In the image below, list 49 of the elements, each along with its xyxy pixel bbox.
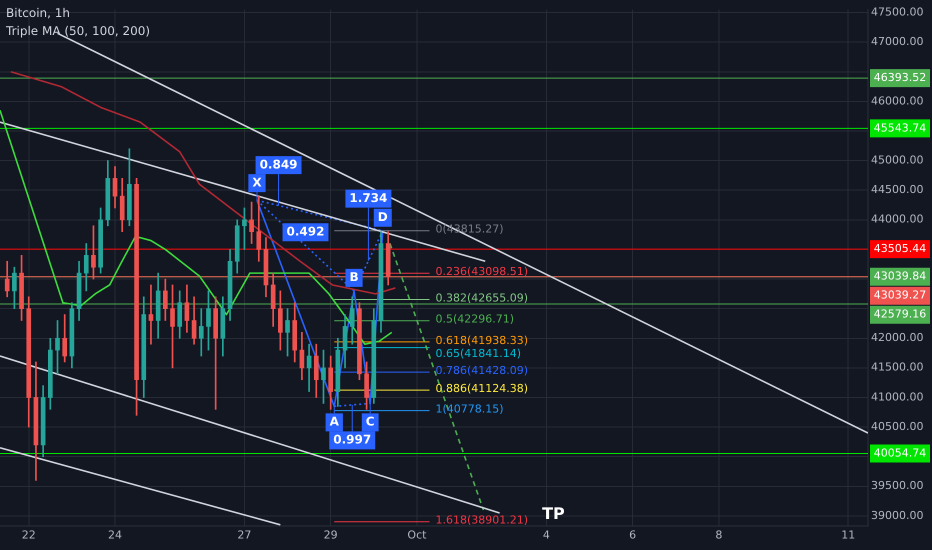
annotation: A [330, 414, 340, 428]
annotation: 0.997 [333, 432, 372, 446]
y-tick-label: 44500.00 [871, 183, 924, 196]
x-tick-label: 11 [841, 528, 856, 542]
chart-title: Bitcoin, 1h [6, 6, 70, 20]
y-tick-label: 40500.00 [871, 420, 924, 433]
series-label: 1(40778.15) [436, 402, 504, 416]
annotation: D [378, 210, 388, 224]
y-tick-label: 39500.00 [871, 479, 924, 492]
annotation: 0.492 [286, 224, 324, 238]
x-tick-label: 27 [237, 528, 252, 542]
series-label: 0.618(41938.33) [436, 334, 528, 347]
text: Triple MA (50, 100, 200) [5, 24, 150, 38]
series-label: 0.786(41428.09) [436, 364, 528, 377]
series-label: 0.65(41841.14) [436, 346, 522, 360]
ref-line-label: 46393.52 [874, 70, 926, 84]
annotation: C [366, 414, 375, 428]
annotation: 0.849 [260, 157, 298, 172]
y-tick-label: 42000.00 [871, 331, 924, 344]
annotation: X [252, 175, 262, 190]
annotation: TP [542, 504, 565, 523]
x-tick-label: 22 [22, 528, 36, 542]
y-tick-label: 47500.00 [871, 5, 924, 18]
series-label: 0.5(42296.71) [436, 312, 514, 326]
x-tick-label: 4 [542, 528, 550, 542]
annotation: 1.734 [349, 190, 388, 205]
series-label: 0.382(42655.09) [436, 291, 528, 304]
y-tick-label: 44000.00 [871, 212, 924, 226]
x-tick-label: 8 [715, 528, 722, 542]
series-label: 0.236(43098.51) [436, 265, 528, 278]
y-tick-label: 45000.00 [871, 153, 924, 166]
annotation: B [349, 270, 359, 284]
x-tick-label: 29 [324, 528, 338, 542]
series-label: 0.886(41124.38) [436, 382, 528, 395]
y-tick-label: 41000.00 [871, 390, 924, 404]
y-tick-label: 47000.00 [871, 35, 924, 48]
y-tick-label: 39000.00 [871, 508, 924, 522]
ref-line-label: 45543.74 [874, 121, 926, 134]
ref-line-label: 43039.27 [874, 288, 926, 302]
x-tick-label: 6 [629, 528, 636, 542]
series-label: 1.618(38901.21) [436, 514, 528, 527]
ref-line-label: 43039.84 [874, 270, 926, 283]
x-tick-label: Oct [407, 528, 428, 542]
y-tick-label: 41500.00 [871, 360, 924, 374]
x-tick-label: 24 [108, 528, 122, 542]
ref-line-label: 40054.74 [874, 446, 926, 460]
ref-line-label: 42579.16 [874, 308, 926, 321]
ref-line-label: 43505.44 [874, 242, 926, 255]
y-tick-label: 46000.00 [871, 94, 924, 108]
